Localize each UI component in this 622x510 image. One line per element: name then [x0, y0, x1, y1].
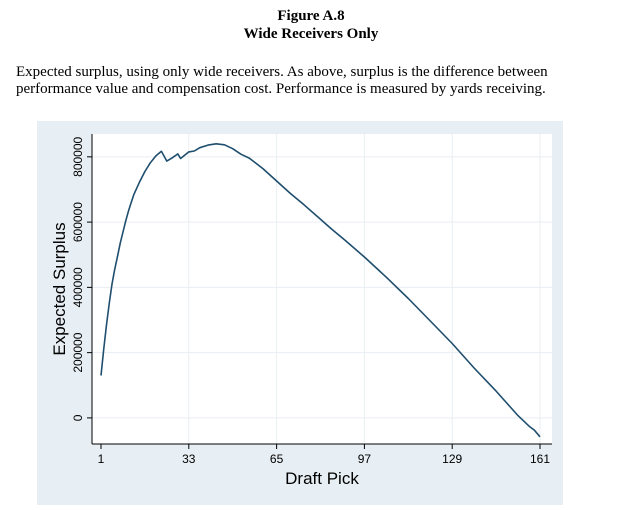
expected-surplus-line: [100, 143, 541, 438]
x-tick-label: 65: [270, 452, 284, 466]
x-tick-label: 33: [182, 452, 196, 466]
caption-line-2: performance value and compensation cost.…: [16, 81, 546, 97]
y-tick-label: 0: [71, 414, 85, 421]
caption-line-1: Expected surplus, using only wide receiv…: [16, 64, 548, 80]
plot-area: [92, 134, 552, 444]
x-tick-label: 161: [530, 452, 550, 466]
figure-number: Figure A.8: [277, 8, 345, 24]
x-tick-label: 129: [442, 452, 462, 466]
y-tick-label: 600000: [71, 202, 85, 242]
x-axis-label: Draft Pick: [285, 469, 359, 488]
x-tick-label: 97: [358, 452, 372, 466]
x-axis-ticks: 1 33 65 97 129 161: [98, 444, 550, 466]
grid-lines: [92, 134, 552, 444]
y-axis-ticks: 0 200000 400000 600000 800000: [71, 136, 92, 421]
y-tick-label: 800000: [71, 136, 85, 176]
x-tick-label: 1: [98, 452, 105, 466]
figure-subtitle: Wide Receivers Only: [243, 26, 379, 42]
y-tick-label: 400000: [71, 267, 85, 307]
y-tick-label: 200000: [71, 332, 85, 372]
chart-panel: 0 200000 400000 600000 800000 1 33 65 97 129 161 …: [37, 121, 563, 505]
y-axis-label: Expected Surplus: [50, 222, 69, 355]
